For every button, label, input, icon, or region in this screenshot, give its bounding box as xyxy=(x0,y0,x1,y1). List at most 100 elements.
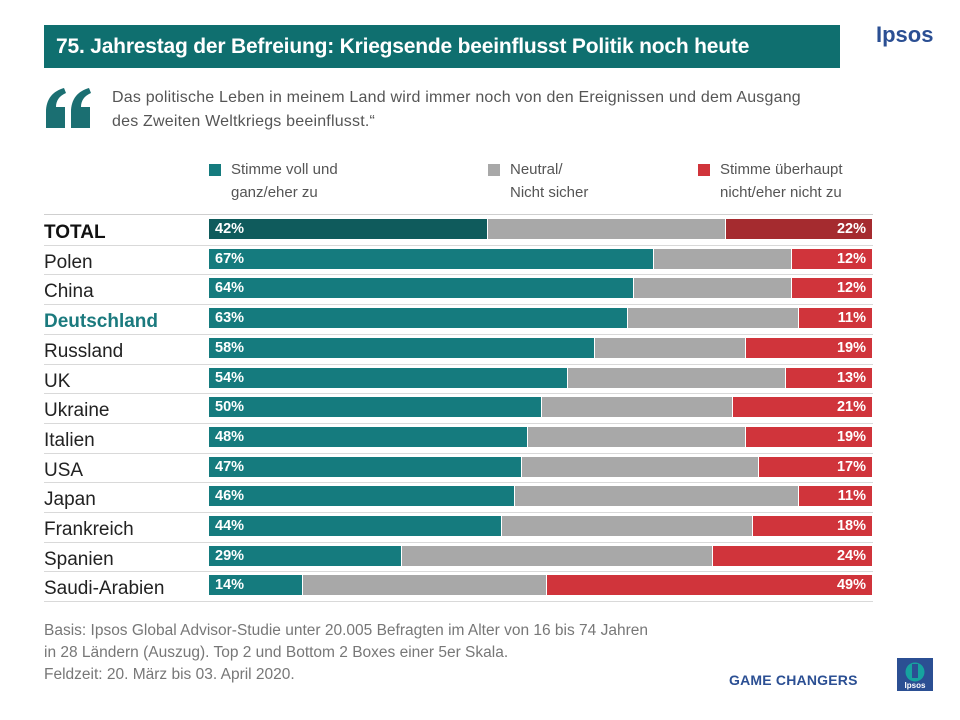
legend-swatch-agree xyxy=(209,164,221,176)
category-label-saudi-arabien: Saudi-Arabien xyxy=(44,578,165,600)
bar-neutral-frankreich xyxy=(500,516,753,536)
title-banner: 75. Jahrestag der Befreiung: Kriegsende … xyxy=(44,25,840,68)
category-label-uk: UK xyxy=(44,370,71,392)
bar-disagree-russland xyxy=(746,337,872,358)
row-separator xyxy=(44,452,873,454)
bar-disagree-total xyxy=(726,219,872,239)
bar-agree-deutschland xyxy=(209,308,627,329)
category-label-total: TOTAL xyxy=(44,222,106,243)
ipsos-logo-badge: Ipsos xyxy=(897,658,933,691)
value-label-disagree-china: 12% xyxy=(836,280,866,297)
bar-disagree-ukraine xyxy=(732,397,872,418)
value-label-disagree-italien: 19% xyxy=(836,428,866,445)
bar-neutral-deutschland xyxy=(626,308,800,329)
bar-agree-italien xyxy=(209,426,528,447)
value-label-disagree-deutschland: 11% xyxy=(837,310,866,327)
bar-neutral-japan xyxy=(513,486,800,507)
value-label-agree-uk: 54% xyxy=(215,369,245,386)
bar-disagree-polen xyxy=(792,248,872,269)
value-label-disagree-total: 22% xyxy=(836,221,866,237)
legend-label-neutral: Neutral/ Nicht sicher xyxy=(510,161,589,201)
footnote-line-3: Feldzeit: 20. März bis 03. April 2020. xyxy=(44,666,295,683)
bar-neutral-saudi-arabien xyxy=(301,575,548,596)
ipsos-logo-badge-text: Ipsos xyxy=(905,681,926,690)
row-separator xyxy=(44,571,873,573)
bar-agree-polen xyxy=(209,248,654,269)
bar-neutral-uk xyxy=(567,367,786,388)
value-label-agree-polen: 67% xyxy=(215,250,245,267)
value-label-disagree-polen: 12% xyxy=(836,250,866,267)
ipsos-logo: Ipsos xyxy=(876,22,934,47)
value-label-disagree-uk: 13% xyxy=(836,369,866,386)
value-label-agree-saudi-arabien: 14% xyxy=(215,577,245,594)
bar-agree-russland xyxy=(209,337,594,358)
bar-disagree-japan xyxy=(799,486,872,507)
value-label-agree-ukraine: 50% xyxy=(215,399,245,416)
footnote-line-2: in 28 Ländern (Auszug). Top 2 und Bottom… xyxy=(44,644,509,661)
bar-neutral-polen xyxy=(653,248,793,269)
category-label-spanien: Spanien xyxy=(44,548,114,570)
bar-neutral-usa xyxy=(520,456,760,477)
footnote-line-1: Basis: Ipsos Global Advisor-Studie unter… xyxy=(44,622,648,639)
bar-agree-spanien xyxy=(209,545,402,566)
row-separator xyxy=(44,333,873,335)
bar-disagree-china xyxy=(792,278,872,299)
value-label-disagree-russland: 19% xyxy=(836,339,866,356)
value-label-disagree-saudi-arabien: 49% xyxy=(836,577,866,594)
bar-disagree-frankreich xyxy=(752,516,872,536)
legend-label-agree: Stimme voll und ganz/eher zu xyxy=(231,161,338,201)
value-label-agree-italien: 48% xyxy=(215,428,245,445)
row-separator xyxy=(44,244,873,246)
row-separator xyxy=(44,274,873,276)
footnote: Basis: Ipsos Global Advisor-Studie unter… xyxy=(44,620,824,686)
row-separator xyxy=(44,363,873,365)
value-label-disagree-japan: 11% xyxy=(837,488,866,505)
bar-neutral-spanien xyxy=(401,545,713,566)
category-label-ukraine: Ukraine xyxy=(44,400,110,422)
page-title: 75. Jahrestag der Befreiung: Kriegsende … xyxy=(56,34,750,58)
bar-agree-usa xyxy=(209,456,521,477)
bar-agree-ukraine xyxy=(209,397,541,418)
bar-neutral-russland xyxy=(593,337,747,358)
bar-disagree-usa xyxy=(759,456,872,477)
chart-top-rule xyxy=(44,214,873,215)
value-label-disagree-frankreich: 18% xyxy=(836,518,866,534)
bar-agree-saudi-arabien xyxy=(209,575,302,596)
value-label-disagree-usa: 17% xyxy=(836,458,866,475)
bar-neutral-china xyxy=(633,278,793,299)
bar-agree-china xyxy=(209,278,634,299)
category-label-frankreich: Frankreich xyxy=(44,519,134,540)
value-label-agree-usa: 47% xyxy=(215,458,245,475)
row-separator xyxy=(44,304,873,306)
row-separator xyxy=(44,541,873,543)
bar-agree-uk xyxy=(209,367,568,388)
category-label-italien: Italien xyxy=(44,429,95,451)
quote-icon xyxy=(46,88,91,128)
category-label-usa: USA xyxy=(44,459,84,481)
category-label-polen: Polen xyxy=(44,251,93,273)
value-label-agree-japan: 46% xyxy=(215,488,245,505)
bar-disagree-uk xyxy=(785,367,872,388)
bar-agree-frankreich xyxy=(209,516,501,536)
legend-swatch-disagree xyxy=(698,164,710,176)
row-separator xyxy=(44,512,873,513)
value-label-agree-spanien: 29% xyxy=(215,547,245,564)
bar-agree-total xyxy=(209,219,488,239)
value-label-agree-deutschland: 63% xyxy=(215,310,245,327)
legend-label-disagree: Stimme überhaupt nicht/eher nicht zu xyxy=(720,161,843,201)
row-separator xyxy=(44,422,873,424)
value-label-disagree-ukraine: 21% xyxy=(836,399,866,416)
row-separator xyxy=(44,482,873,484)
bar-disagree-italien xyxy=(746,426,872,447)
category-label-japan: Japan xyxy=(44,489,96,511)
category-label-russland: Russland xyxy=(44,340,124,362)
bar-disagree-spanien xyxy=(712,545,872,566)
row-separator xyxy=(44,393,873,395)
bar-neutral-italien xyxy=(527,426,747,447)
category-label-china: China xyxy=(44,281,94,303)
bar-disagree-deutschland xyxy=(799,308,872,329)
bar-disagree-saudi-arabien xyxy=(547,575,872,596)
value-label-agree-frankreich: 44% xyxy=(215,518,245,534)
legend-swatch-neutral xyxy=(488,164,500,176)
bar-agree-japan xyxy=(209,486,514,507)
